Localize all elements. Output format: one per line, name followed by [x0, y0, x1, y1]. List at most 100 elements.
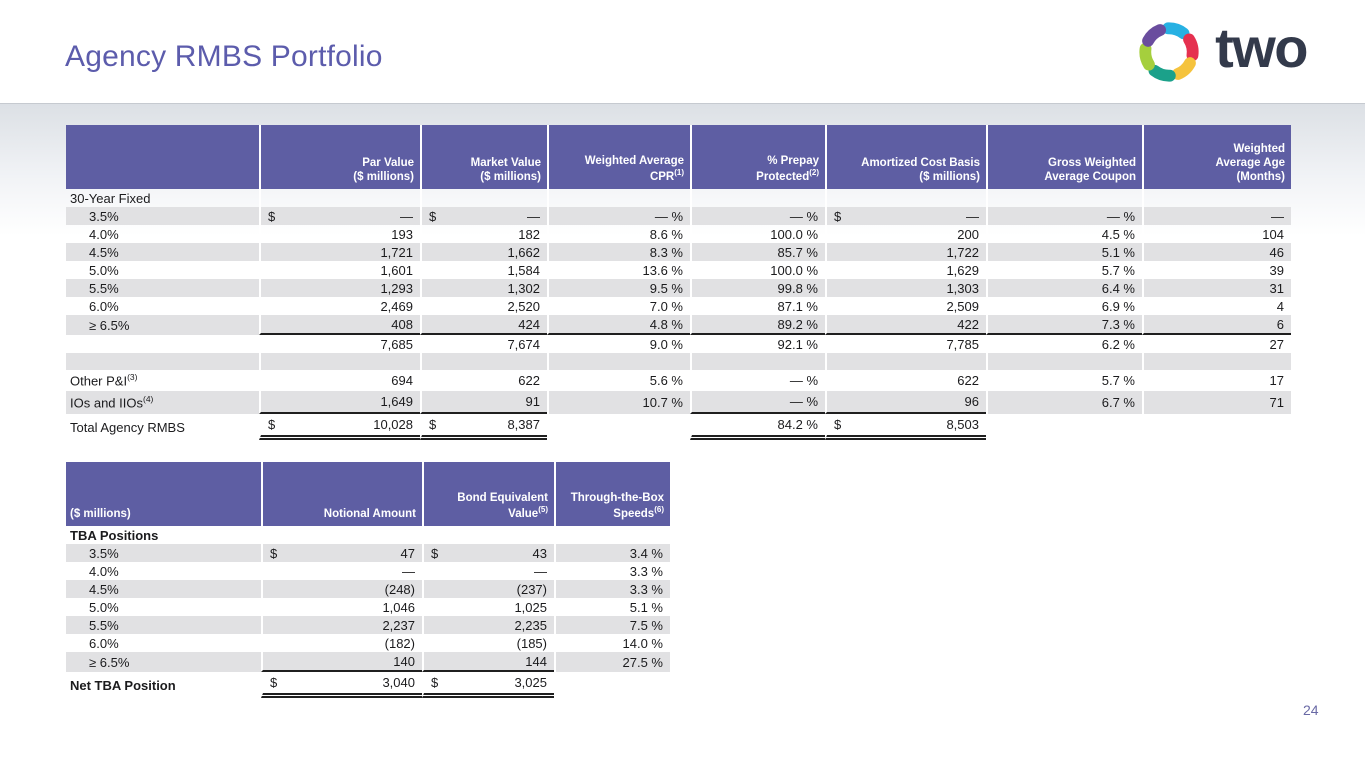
currency-symbol: $	[431, 675, 439, 690]
table-cell	[422, 526, 554, 544]
cell-value: —	[527, 208, 540, 224]
table-cell	[554, 672, 670, 698]
table-cell: — %	[547, 207, 690, 225]
cell-value: 3.3 %	[629, 581, 663, 597]
table-cell: 7.0 %	[547, 297, 690, 315]
logo-arm-red	[1183, 33, 1199, 62]
cell-value: 2,237	[382, 617, 415, 633]
row-label-text: 30-Year Fixed	[70, 190, 151, 206]
table-cell: 31	[1142, 279, 1291, 297]
column-header: Weighted Average CPR(1)	[547, 125, 690, 189]
row-label-text: ≥ 6.5%	[89, 654, 130, 670]
table-cell: 4.5 %	[986, 225, 1142, 243]
cell-value: 424	[518, 316, 540, 332]
cell-value: 4.8 %	[649, 316, 683, 332]
row-label: 5.5%	[66, 616, 261, 634]
table-cell: 87.1 %	[690, 297, 825, 315]
spacer-row	[66, 353, 1291, 370]
table-cell	[1142, 414, 1291, 440]
table-cell: 1,303	[825, 279, 986, 297]
row-label: Net TBA Position	[66, 672, 261, 698]
row-label: TBA Positions	[66, 526, 261, 544]
table-cell: 7,685	[259, 335, 420, 353]
cell-value: 7,674	[507, 336, 540, 352]
tba-positions-table: ($ millions) Notional Amount Bond Equivale…	[66, 462, 670, 698]
table-cell: 99.8 %	[690, 279, 825, 297]
table-row: 4.0% — — 3.3 %	[66, 562, 670, 580]
cell-value: 622	[518, 373, 540, 388]
table-cell: $8,503	[825, 414, 986, 440]
table-row: Other P&I(3) 694 622 5.6 % — % 622 5.7 % 17	[66, 370, 1291, 391]
table-cell: 8.3 %	[547, 243, 690, 261]
table-cell: 1,629	[825, 261, 986, 279]
table-cell: 13.6 %	[547, 261, 690, 279]
table-cell: 5.7 %	[986, 370, 1142, 391]
cell-value: 13.6 %	[642, 262, 683, 278]
column-header-label: Gross Weighted Average Coupon	[1044, 156, 1136, 183]
cell-value: 2,235	[514, 617, 547, 633]
row-label	[66, 335, 259, 353]
table-row: 5.0% 1,601 1,584 13.6 % 100.0 % 1,629 5.7 % 39	[66, 261, 1291, 279]
table-cell: 8.6 %	[547, 225, 690, 243]
tba-positions-header-row: ($ millions) Notional Amount Bond Equivale…	[66, 462, 670, 526]
row-label-text: 6.0%	[89, 635, 119, 651]
table-row: 5.5% 1,293 1,302 9.5 % 99.8 % 1,303 6.4 % 31	[66, 279, 1291, 297]
row-label-text: 4.0%	[89, 563, 119, 579]
row-label: Other P&I(3)	[66, 370, 259, 391]
cell-value: 10.7 %	[642, 395, 683, 410]
table-cell	[554, 526, 670, 544]
cell-value: —	[966, 208, 979, 224]
table-cell: 5.6 %	[547, 370, 690, 391]
currency-symbol: $	[268, 208, 276, 224]
logo-arm-teal	[1148, 64, 1176, 82]
table-cell: 85.7 %	[690, 243, 825, 261]
cell-value: 71	[1269, 395, 1284, 410]
cell-value: 47	[400, 545, 415, 561]
table-cell: 3.3 %	[554, 580, 670, 598]
table-cell	[825, 353, 986, 370]
table-cell	[690, 353, 825, 370]
cell-value: 6	[1276, 316, 1284, 332]
table-cell: (185)	[422, 634, 554, 652]
table-cell: 1,302	[420, 279, 547, 297]
table-cell: (182)	[261, 634, 422, 652]
table-cell: 7,674	[420, 335, 547, 353]
table-cell: 1,293	[259, 279, 420, 297]
cell-value: (185)	[516, 635, 547, 651]
table-cell	[690, 189, 825, 207]
column-header-label: Par Value ($ millions)	[353, 156, 414, 183]
cell-value: 140	[393, 653, 415, 669]
table-cell: 622	[420, 370, 547, 391]
table-cell: 5.1 %	[986, 243, 1142, 261]
row-label: 3.5%	[66, 544, 261, 562]
table-cell: 84.2 %	[690, 414, 825, 440]
row-label: Total Agency RMBS	[66, 414, 259, 440]
row-label-text: 6.0%	[89, 298, 119, 314]
cell-value: 46	[1269, 244, 1284, 260]
table-cell: —	[1142, 207, 1291, 225]
table-cell: 2,235	[422, 616, 554, 634]
row-label-text: 4.5%	[89, 244, 119, 260]
table-cell: 1,601	[259, 261, 420, 279]
cell-value: 7,785	[946, 336, 979, 352]
table-cell: 100.0 %	[690, 261, 825, 279]
table-cell: 6.7 %	[986, 391, 1142, 414]
cell-value: 92.1 %	[777, 336, 818, 352]
cell-value: — %	[789, 394, 818, 409]
table-cell	[547, 414, 690, 440]
cell-value: 1,046	[382, 599, 415, 615]
table-cell: — %	[690, 391, 825, 414]
table-cell	[420, 353, 547, 370]
footnote-ref: (6)	[654, 505, 664, 515]
table-cell: $3,025	[422, 672, 554, 698]
agency-rmbs-table: Par Value ($ millions) Market Value ($ mi…	[66, 125, 1291, 440]
cell-value: 96	[964, 394, 979, 409]
table-row: 4.5% 1,721 1,662 8.3 % 85.7 % 1,722 5.1 % 46	[66, 243, 1291, 261]
logo-arm-lime	[1139, 42, 1155, 71]
table-cell: 9.0 %	[547, 335, 690, 353]
table-cell: — %	[690, 370, 825, 391]
table-cell	[547, 189, 690, 207]
cell-value: —	[1271, 208, 1284, 224]
cell-value: 144	[525, 653, 547, 669]
column-header: Weighted Average Age (Months)	[1142, 125, 1291, 189]
